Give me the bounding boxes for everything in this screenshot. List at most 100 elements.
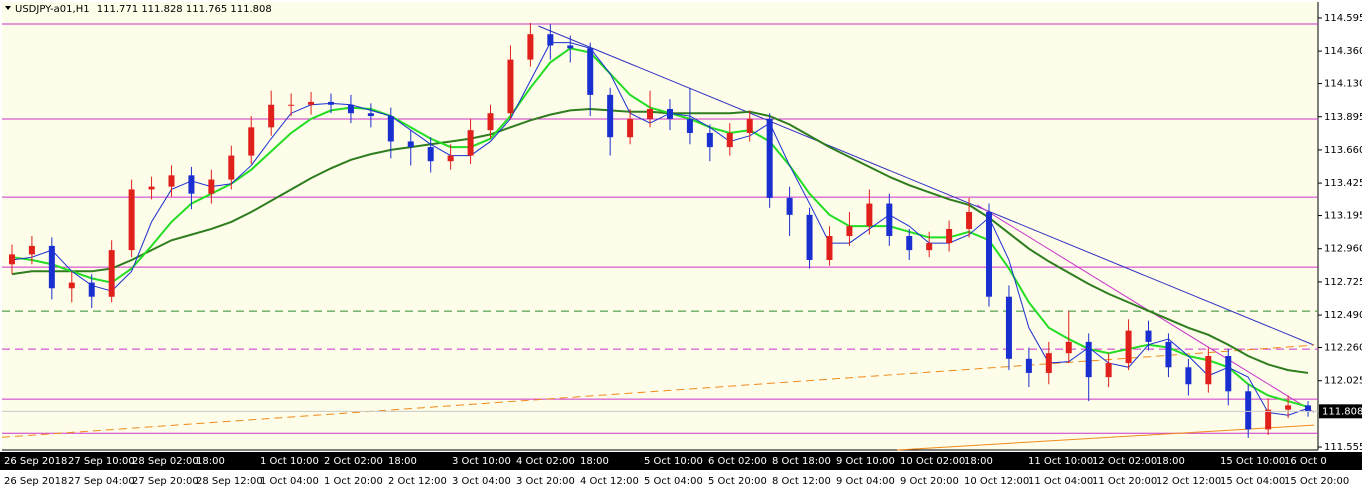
candle-body <box>367 113 374 117</box>
y-tick-label: 113.195 <box>1324 211 1362 222</box>
candle-body <box>1065 341 1072 354</box>
time-label: 12 Oct 02:00 <box>1092 456 1157 467</box>
candle-body <box>188 175 195 194</box>
time-label: 2 Oct 12:00 <box>388 476 447 487</box>
y-tick-label: 111.555 <box>1324 442 1362 453</box>
candle-body <box>487 113 494 131</box>
y-tick-label: 113.660 <box>1324 145 1362 156</box>
moving-average <box>11 107 1309 374</box>
time-label: 5 Oct 20:00 <box>708 476 767 487</box>
candle-body <box>1145 330 1152 342</box>
candle-body <box>88 282 95 297</box>
time-label: 5 Oct 10:00 <box>644 456 703 467</box>
candle-body <box>587 48 594 95</box>
time-label: 15 Oct 10:00 <box>1220 456 1285 467</box>
time-label: 15 Oct 20:00 <box>1284 476 1349 487</box>
candle-body <box>926 243 933 251</box>
axis-marker: 0 <box>1322 462 1333 468</box>
candle-body <box>208 179 215 194</box>
candle-body <box>387 116 394 142</box>
y-tick-label: 114.130 <box>1324 79 1362 90</box>
candle-body <box>148 186 155 190</box>
y-tick-label: 112.725 <box>1324 277 1362 288</box>
time-label: 28 Sep 02:00 <box>132 456 199 467</box>
candle-body <box>447 155 454 162</box>
time-label: 28 Sep 12:00 <box>196 476 263 487</box>
ohlc-value: 111.828 <box>141 4 182 15</box>
time-label: 8 Oct 12:00 <box>772 476 831 487</box>
candle-body <box>28 245 35 255</box>
symbol: USDJPY-a01,H1 <box>15 4 90 15</box>
time-label: 4 Oct 12:00 <box>580 476 639 487</box>
candle-body <box>427 147 434 162</box>
candle-body <box>1085 341 1092 378</box>
candle-body <box>1005 296 1012 359</box>
candle-body <box>1305 405 1312 412</box>
time-label: 3 Oct 04:00 <box>452 476 511 487</box>
time-label: 27 Sep 20:00 <box>132 476 199 487</box>
candle-body <box>866 203 873 227</box>
time-label: 1 Oct 10:00 <box>260 456 319 467</box>
time-label: 1 Oct 20:00 <box>324 476 383 487</box>
candle-body <box>966 212 973 229</box>
candle-body <box>328 101 334 105</box>
candle-body <box>8 254 15 265</box>
y-tick-label: 114.595 <box>1324 13 1362 24</box>
candle-body <box>108 250 115 297</box>
candle-body <box>786 197 793 215</box>
time-label: 9 Oct 04:00 <box>836 476 895 487</box>
time-label: 18:00 <box>196 456 225 467</box>
candle-body <box>48 245 55 289</box>
candle-body <box>806 214 813 261</box>
plot-area <box>2 2 1318 450</box>
moving-average <box>11 42 1309 416</box>
time-label: 5 Oct 04:00 <box>644 476 703 487</box>
y-tick-label: 113.895 <box>1324 112 1362 123</box>
chart-header: USDJPY-a01,H1 111.771 111.828 111.765 11… <box>15 4 272 15</box>
time-label: 11 Oct 10:00 <box>1028 456 1093 467</box>
time-label: 16 Oct 0 <box>1284 456 1327 467</box>
menu-triangle[interactable] <box>5 6 11 10</box>
candle-body <box>706 132 713 148</box>
y-tick-label: 114.360 <box>1324 46 1362 57</box>
time-label: 1 Oct 04:00 <box>260 476 319 487</box>
candle-body <box>826 236 833 261</box>
candle-body <box>607 94 614 138</box>
candle-body <box>1105 363 1112 378</box>
candle-body <box>68 282 75 289</box>
candle-body <box>846 226 853 237</box>
candle-body <box>527 34 534 60</box>
time-label: 8 Oct 18:00 <box>772 456 831 467</box>
candle-body <box>228 155 235 180</box>
candle-body <box>507 59 514 114</box>
candle-body <box>547 34 554 46</box>
candle-body <box>1025 358 1032 373</box>
candle-body <box>627 118 634 138</box>
candle-body <box>1285 405 1292 410</box>
candle-body <box>308 101 315 105</box>
candle-body <box>946 228 953 244</box>
time-label: 3 Oct 20:00 <box>516 476 575 487</box>
candle-body <box>288 104 295 106</box>
time-label: 11 Oct 20:00 <box>1092 476 1157 487</box>
time-label: 9 Oct 10:00 <box>836 456 895 467</box>
candle-body <box>726 132 733 148</box>
price-tag <box>1319 404 1362 419</box>
time-label: 18:00 <box>1156 456 1185 467</box>
time-label: 4 Oct 02:00 <box>516 456 575 467</box>
candle-body <box>686 118 693 133</box>
y-tick-label: 112.960 <box>1324 244 1362 255</box>
candle-body <box>1165 341 1172 368</box>
y-tick-label: 113.425 <box>1324 178 1362 189</box>
time-label: 9 Oct 20:00 <box>900 476 959 487</box>
time-label: 6 Oct 02:00 <box>708 456 767 467</box>
candle-body <box>347 104 354 114</box>
candle-body <box>1225 355 1232 392</box>
candle-body <box>986 212 992 297</box>
candle-body <box>467 130 474 156</box>
candle-body <box>248 127 255 156</box>
time-label: 12 Oct 12:00 <box>1156 476 1221 487</box>
time-label: 26 Sep 2018 <box>4 456 67 467</box>
candle-body <box>567 45 574 49</box>
